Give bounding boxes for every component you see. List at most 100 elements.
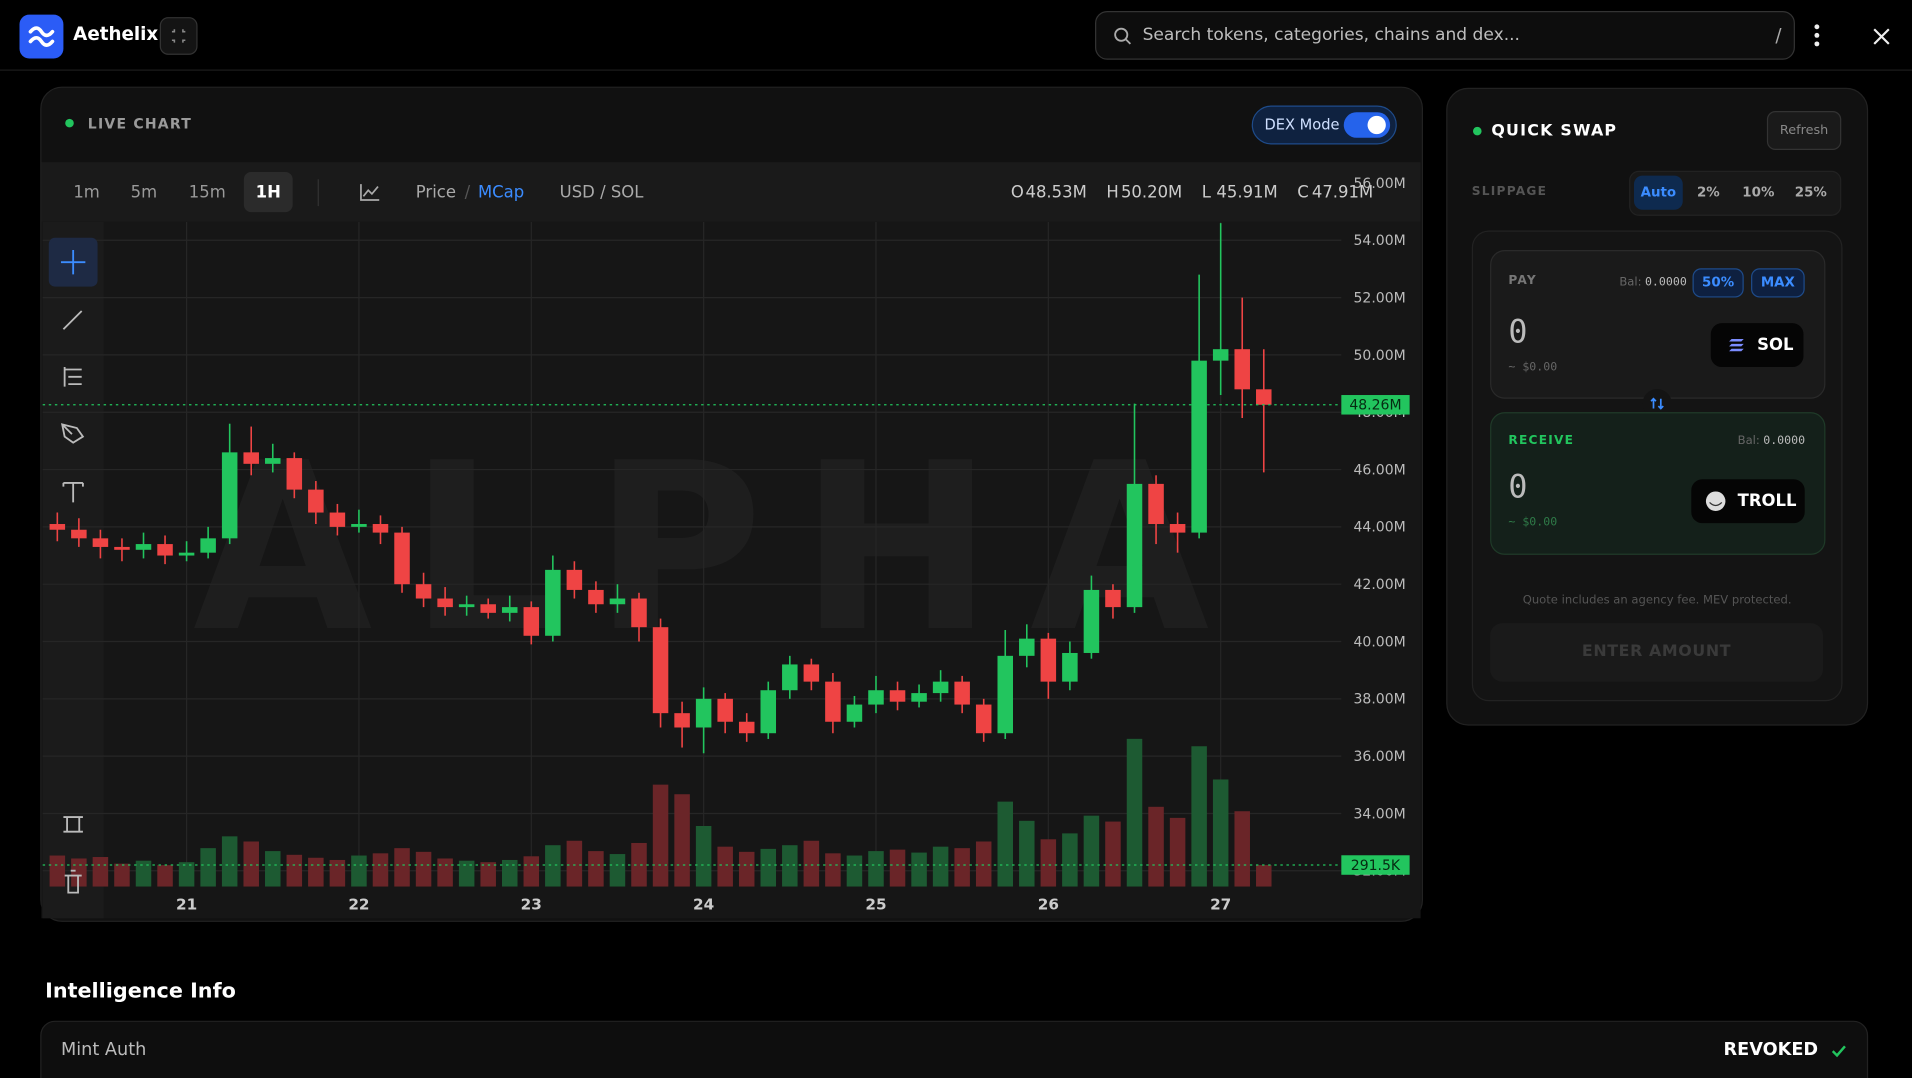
pay-usd: ~ $0.00 (1508, 360, 1558, 375)
pay-balance: 0.0000 (1644, 275, 1687, 290)
logo[interactable] (19, 14, 64, 59)
candle-body (889, 690, 906, 702)
interval-selected (243, 171, 293, 213)
ohlc-key: C (1297, 183, 1308, 202)
interval[interactable]: 15m (189, 183, 226, 202)
candle-body (911, 693, 927, 702)
interval[interactable]: 5m (131, 183, 157, 202)
swap-title: QUICK SWAP (1491, 121, 1618, 141)
chart-type-icon[interactable] (360, 184, 380, 201)
volume-bar (114, 863, 130, 887)
price-toggle[interactable]: Price (416, 183, 456, 202)
receive-amount: 0 (1508, 469, 1528, 507)
interval[interactable]: 1m (73, 183, 99, 202)
mcap-toggle[interactable]: MCap (478, 183, 524, 202)
candle-body (674, 713, 690, 728)
volume-bar (437, 858, 453, 887)
pay-amount[interactable]: 0 (1508, 314, 1528, 352)
volume-bar (738, 851, 755, 887)
candle-body (738, 721, 755, 734)
slippage-option[interactable]: 10% (1742, 184, 1775, 200)
volume-bar (1040, 839, 1057, 887)
volume-bar (265, 851, 281, 887)
candle-body (954, 681, 970, 705)
search-box[interactable]: Search tokens, categories, chains and de… (1095, 10, 1795, 60)
top-bar: Aethelix Search tokens, categories, chai… (0, 0, 1912, 71)
x-tick-label: 27 (1210, 896, 1231, 914)
refresh-button[interactable]: Refresh (1766, 110, 1842, 150)
menu-button[interactable] (1808, 22, 1825, 49)
volume-bar (1148, 806, 1164, 887)
plot-background (41, 221, 1421, 919)
candle-body (329, 512, 346, 527)
interval[interactable]: 1H (256, 183, 281, 202)
delete-tool[interactable] (64, 869, 82, 894)
receive-token-button[interactable]: TROLL (1691, 479, 1805, 524)
y-tick-label: 38.00M (1354, 692, 1406, 708)
candle-body (501, 607, 518, 613)
separator: / (465, 183, 471, 202)
candle-body (588, 589, 604, 605)
candle-body (868, 690, 884, 705)
max-button[interactable]: MAX (1751, 268, 1805, 298)
candle-body (825, 681, 841, 722)
volume-bar (846, 855, 863, 887)
volume-bar (1062, 833, 1078, 887)
volume-bar (566, 840, 583, 887)
volume-bar (997, 801, 1014, 887)
text-tool[interactable] (62, 481, 84, 503)
y-tick-label: 42.00M (1354, 577, 1406, 593)
pair-toggle[interactable]: USD / SOL (560, 183, 645, 202)
close-button[interactable] (1872, 27, 1892, 47)
sol-icon (1729, 339, 1744, 352)
receive-label: RECEIVE (1508, 434, 1575, 448)
candle-body (351, 524, 367, 527)
line-tool[interactable] (62, 310, 83, 330)
volume-bar (652, 784, 669, 887)
y-tick-label: 36.00M (1354, 749, 1406, 765)
volume-bar (1019, 820, 1035, 887)
pay-token-button[interactable]: SOL (1710, 323, 1804, 368)
flip-icon (1650, 397, 1664, 410)
x-tick-label: 23 (521, 896, 542, 914)
search-placeholder: Search tokens, categories, chains and de… (1142, 25, 1520, 46)
slippage-option[interactable]: 25% (1794, 184, 1827, 200)
last-volume-label: 291.5K (1351, 858, 1401, 874)
pay-token: SOL (1757, 335, 1794, 355)
y-tick-label: 56.00M (1354, 176, 1406, 192)
receive-balance-label: Bal: (1737, 434, 1760, 448)
volume-bar (1105, 821, 1121, 887)
pay-label: PAY (1508, 274, 1537, 288)
volume-bar (954, 848, 970, 887)
slippage-option[interactable]: Auto (1633, 175, 1683, 210)
toggle-knob (1367, 115, 1386, 135)
candle-body (652, 627, 669, 714)
fib-tool[interactable] (63, 367, 82, 387)
enter-amount-button[interactable]: ENTER AMOUNT (1490, 623, 1823, 682)
x-tick-label: 24 (693, 896, 714, 914)
receive-balance: 0.0000 (1763, 434, 1806, 448)
brush-tool[interactable] (61, 423, 85, 444)
quote-note: Quote includes an agency fee. MEV protec… (1522, 593, 1792, 608)
candle-body (803, 664, 820, 682)
y-tick-label: 40.00M (1354, 634, 1406, 650)
ohlc-value: 48.53M (1026, 183, 1087, 202)
measure-tool[interactable] (63, 816, 83, 833)
candle-body (932, 681, 949, 694)
volume-bar (674, 794, 690, 887)
crosshair-tool[interactable] (60, 249, 86, 275)
candle-body (1191, 360, 1207, 533)
candle-body (308, 489, 324, 513)
candle-body (1256, 389, 1272, 405)
y-tick-label: 54.00M (1354, 233, 1406, 249)
slippage-option[interactable]: 2% (1696, 184, 1720, 200)
volume-bar (868, 851, 884, 887)
expand-button[interactable] (159, 17, 198, 55)
x-tick-label: 21 (176, 896, 197, 914)
volume-bar (351, 855, 367, 887)
volume-bar (157, 865, 173, 887)
candle-body (114, 546, 130, 550)
half-button[interactable]: 50% (1692, 268, 1744, 298)
volume-bar (889, 849, 906, 887)
